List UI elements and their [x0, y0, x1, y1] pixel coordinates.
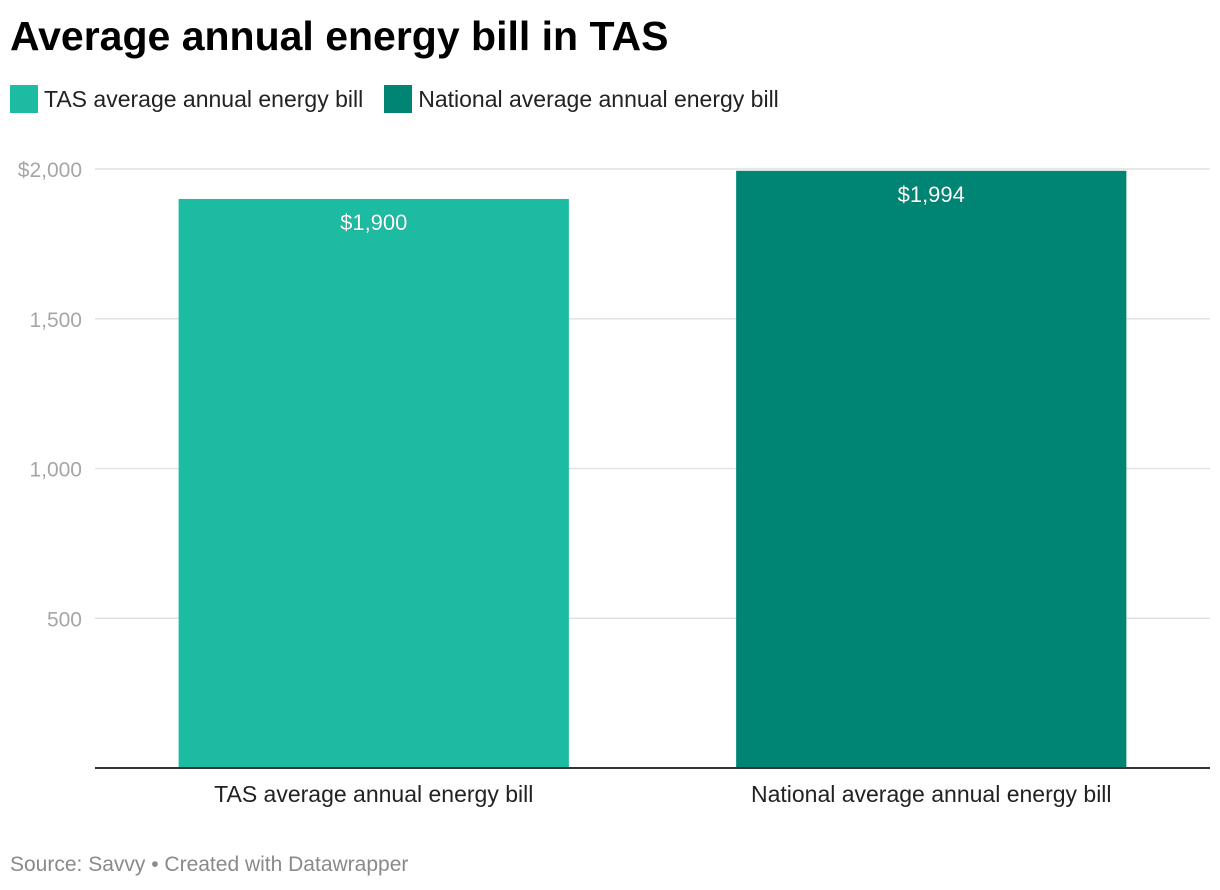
data-label: $1,900: [340, 210, 407, 235]
legend-label-tas: TAS average annual energy bill: [44, 85, 364, 112]
y-tick-label: 1,000: [29, 459, 82, 482]
chart-title: Average annual energy bill in TAS: [10, 13, 669, 59]
y-tick-label: 1,500: [29, 309, 82, 332]
legend-swatch-national: [384, 85, 413, 113]
x-tick-label: National average annual energy bill: [751, 781, 1112, 807]
legend: TAS average annual energy bill National …: [10, 84, 800, 114]
legend-swatch-tas: [10, 85, 38, 113]
source-note: Source: Savvy • Created with Datawrapper: [10, 853, 409, 876]
y-tick-label: $2,000: [18, 159, 82, 182]
bar: [178, 198, 569, 768]
x-tick-label: TAS average annual energy bill: [214, 781, 533, 807]
legend-item-tas: TAS average annual energy bill: [10, 85, 363, 113]
bar: [736, 170, 1127, 768]
data-label: $1,994: [898, 182, 965, 207]
y-tick-label: 500: [47, 608, 82, 631]
legend-item-national: National average annual energy bill: [384, 85, 779, 113]
legend-label-national: National average annual energy bill: [418, 85, 779, 112]
